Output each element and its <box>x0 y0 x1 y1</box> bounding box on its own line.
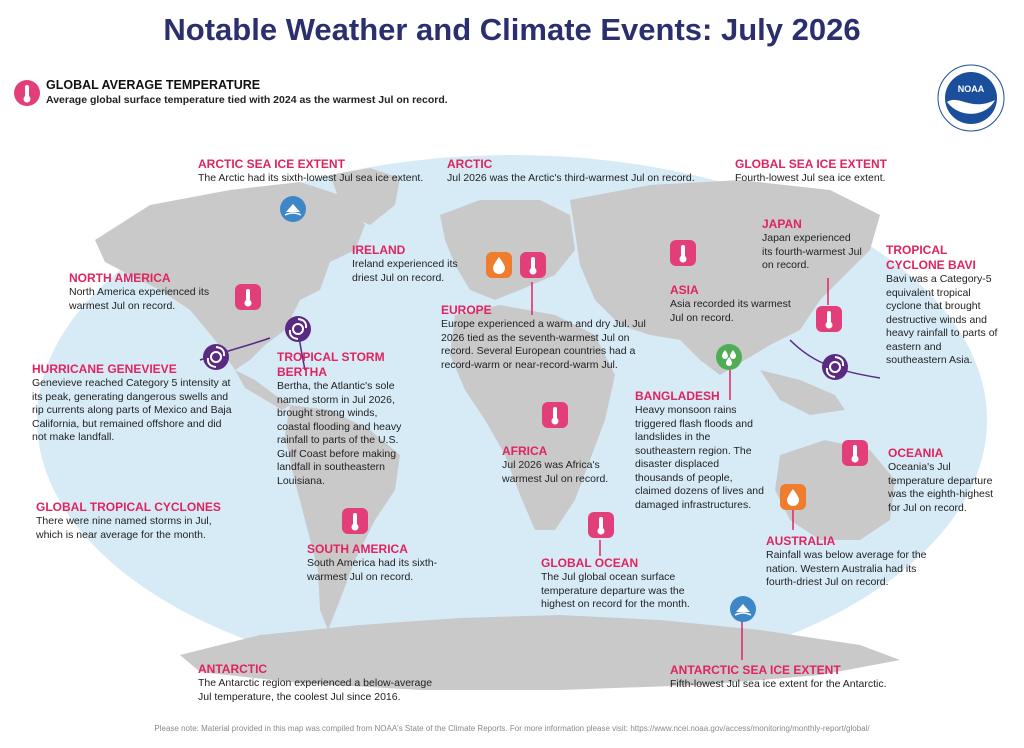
annotation-global-sea-ice: GLOBAL SEA ICE EXTENT Fourth-lowest Jul … <box>735 157 915 186</box>
annotation-heading: OCEANIA <box>888 446 944 460</box>
annotation-africa: AFRICA Jul 2026 was Africa's warmest Jul… <box>502 444 617 486</box>
annotation-heading: ARCTIC SEA ICE EXTENT <box>198 157 345 171</box>
annotation-global-cyclones: GLOBAL TROPICAL CYCLONES There were nine… <box>36 500 226 542</box>
annotation-heading: ANTARCTIC SEA ICE EXTENT <box>670 663 841 677</box>
annotation-asia: ASIA Asia recorded its warmest Jul on re… <box>670 283 795 325</box>
europe-temperature-icon <box>520 252 546 278</box>
bavi-cyclone-icon <box>822 354 848 380</box>
annotation-heading: ANTARCTIC <box>198 662 268 676</box>
africa-temperature-icon <box>542 402 568 428</box>
annotation-japan: JAPAN Japan experienced its fourth-warme… <box>762 217 862 273</box>
annotation-body: Rainfall was below average for the natio… <box>766 549 927 588</box>
japan-temperature-icon <box>816 306 842 332</box>
north-america-land <box>95 182 365 370</box>
global-ocean-temperature-icon <box>588 512 614 538</box>
annotation-heading: ASIA <box>670 283 699 297</box>
genevieve-cyclone-icon <box>203 344 229 370</box>
annotation-heading: SOUTH AMERICA <box>307 542 408 556</box>
south-america-temperature-icon <box>342 508 368 534</box>
annotation-body: Jul 2026 was Africa's warmest Jul on rec… <box>502 459 609 485</box>
bertha-cyclone-icon <box>285 316 311 342</box>
annotation-north-america: NORTH AMERICA North America experienced … <box>69 271 229 313</box>
arctic-sea-ice-icon <box>280 196 306 222</box>
annotation-antarctic-sea-ice: ANTARCTIC SEA ICE EXTENT Fifth-lowest Ju… <box>670 663 910 692</box>
global-temperature-icon <box>14 80 40 106</box>
annotation-bertha: TROPICAL STORM BERTHA Bertha, the Atlant… <box>277 350 405 488</box>
annotation-heading: EUROPE <box>441 303 492 317</box>
annotation-heading: GLOBAL SEA ICE EXTENT <box>735 157 888 171</box>
annotation-heading: TROPICAL CYCLONE BAVI <box>886 243 976 272</box>
annotation-body: Japan experienced its fourth-warmest Jul… <box>762 232 862 271</box>
annotation-global-ocean: GLOBAL OCEAN The Jul global ocean surfac… <box>541 556 699 612</box>
bangladesh-flood-icon <box>716 344 742 370</box>
annotation-body: Jul 2026 was the Arctic's third-warmest … <box>447 172 695 184</box>
annotation-body: The Arctic had its sixth-lowest Jul sea … <box>198 172 424 184</box>
southeast-asia-land <box>760 370 845 415</box>
north-america-temperature-icon <box>235 284 261 310</box>
antarctica-land <box>180 615 900 690</box>
annotation-body: Bavi was a Category-5 equivalent tropica… <box>886 273 998 366</box>
annotation-ireland: IRELAND Ireland experienced its driest J… <box>352 243 477 285</box>
asia-land <box>570 180 880 375</box>
ireland-drought-icon <box>486 252 512 278</box>
annotation-heading: ARCTIC <box>447 157 493 171</box>
central-america-land <box>235 370 290 410</box>
annotation-heading: IRELAND <box>352 243 406 257</box>
annotation-australia: AUSTRALIA Rainfall was below average for… <box>766 534 941 590</box>
footer-note: Please note: Material provided in this m… <box>154 724 870 733</box>
annotation-genevieve: HURRICANE GENEVIEVE Genevieve reached Ca… <box>32 362 232 445</box>
annotation-body: The Jul global ocean surface temperature… <box>541 571 690 610</box>
annotation-body: The Antarctic region experienced a below… <box>198 677 433 703</box>
global-average-temperature: GLOBAL AVERAGE TEMPERATURE Average globa… <box>46 78 448 106</box>
annotation-heading: TROPICAL STORM BERTHA <box>277 350 385 379</box>
antarctic-sea-ice-icon <box>730 596 756 622</box>
annotation-heading: AFRICA <box>502 444 548 458</box>
annotation-body: Asia recorded its warmest Jul on record. <box>670 298 791 324</box>
noaa-logo-text: NOAA <box>958 84 985 94</box>
annotation-body: There were nine named storms in Jul, whi… <box>36 515 212 541</box>
annotation-body: Heavy monsoon rains triggered flash floo… <box>635 404 764 511</box>
global-temperature-heading: GLOBAL AVERAGE TEMPERATURE <box>46 78 261 92</box>
annotation-body: North America experienced its warmest Ju… <box>69 286 210 312</box>
annotation-heading: AUSTRALIA <box>766 534 836 548</box>
annotation-body: Oceania's Jul temperature departure was … <box>888 461 994 514</box>
annotation-body: Genevieve reached Category 5 intensity a… <box>32 377 232 443</box>
annotation-body: Bertha, the Atlantic's sole named storm … <box>277 380 402 487</box>
annotation-heading: NORTH AMERICA <box>69 271 171 285</box>
africa-land <box>450 305 615 530</box>
annotation-south-america: SOUTH AMERICA South America had its sixt… <box>307 542 447 584</box>
asia-temperature-icon <box>670 240 696 266</box>
annotation-body: Ireland experienced its driest Jul on re… <box>352 258 458 284</box>
annotation-body: Fifth-lowest Jul sea ice extent for the … <box>670 678 887 690</box>
annotation-arctic-sea-ice: ARCTIC SEA ICE EXTENT The Arctic had its… <box>198 157 438 186</box>
annotation-body: South America had its sixth-warmest Jul … <box>307 557 438 583</box>
noaa-logo: NOAA <box>937 64 1005 132</box>
annotation-body: Fourth-lowest Jul sea ice extent. <box>735 172 886 184</box>
annotation-heading: BANGLADESH <box>635 389 720 403</box>
annotation-bangladesh: BANGLADESH Heavy monsoon rains triggered… <box>635 389 770 512</box>
annotation-europe: EUROPE Europe experienced a warm and dry… <box>441 303 649 372</box>
annotation-heading: GLOBAL OCEAN <box>541 556 639 570</box>
greenland-land <box>330 168 400 225</box>
global-temperature-body: Average global surface temperature tied … <box>46 94 448 106</box>
page-title: Notable Weather and Climate Events: July… <box>163 12 861 47</box>
annotation-heading: GLOBAL TROPICAL CYCLONES <box>36 500 221 514</box>
annotation-heading: HURRICANE GENEVIEVE <box>32 362 177 376</box>
annotation-heading: JAPAN <box>762 217 802 231</box>
annotation-body: Europe experienced a warm and dry Jul. J… <box>441 318 646 371</box>
annotation-bavi: TROPICAL CYCLONE BAVI Bavi was a Categor… <box>886 243 1001 368</box>
annotation-arctic: ARCTIC Jul 2026 was the Arctic's third-w… <box>447 157 717 186</box>
landmasses <box>95 168 900 690</box>
annotation-oceania: OCEANIA Oceania's Jul temperature depart… <box>888 446 1000 515</box>
oceania-temperature-icon <box>842 440 868 466</box>
annotation-antarctic: ANTARCTIC The Antarctic region experienc… <box>198 662 448 704</box>
australia-drought-icon <box>780 484 806 510</box>
